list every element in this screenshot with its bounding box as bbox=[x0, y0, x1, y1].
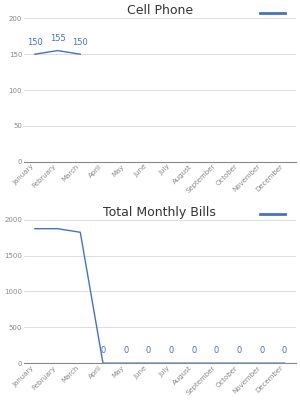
Text: 0: 0 bbox=[214, 346, 219, 354]
Title: Total Monthly Bills: Total Monthly Bills bbox=[103, 206, 216, 218]
Title: Cell Phone: Cell Phone bbox=[127, 4, 193, 17]
Text: 0: 0 bbox=[236, 346, 242, 354]
Text: 0: 0 bbox=[123, 346, 128, 354]
Text: 155: 155 bbox=[50, 34, 65, 44]
Text: 0: 0 bbox=[191, 346, 196, 354]
Text: 150: 150 bbox=[72, 38, 88, 47]
Text: 0: 0 bbox=[168, 346, 174, 354]
Text: 0: 0 bbox=[146, 346, 151, 354]
Text: 0: 0 bbox=[100, 346, 106, 354]
Text: 0: 0 bbox=[259, 346, 264, 354]
Text: 0: 0 bbox=[282, 346, 287, 354]
Text: 150: 150 bbox=[27, 38, 43, 47]
